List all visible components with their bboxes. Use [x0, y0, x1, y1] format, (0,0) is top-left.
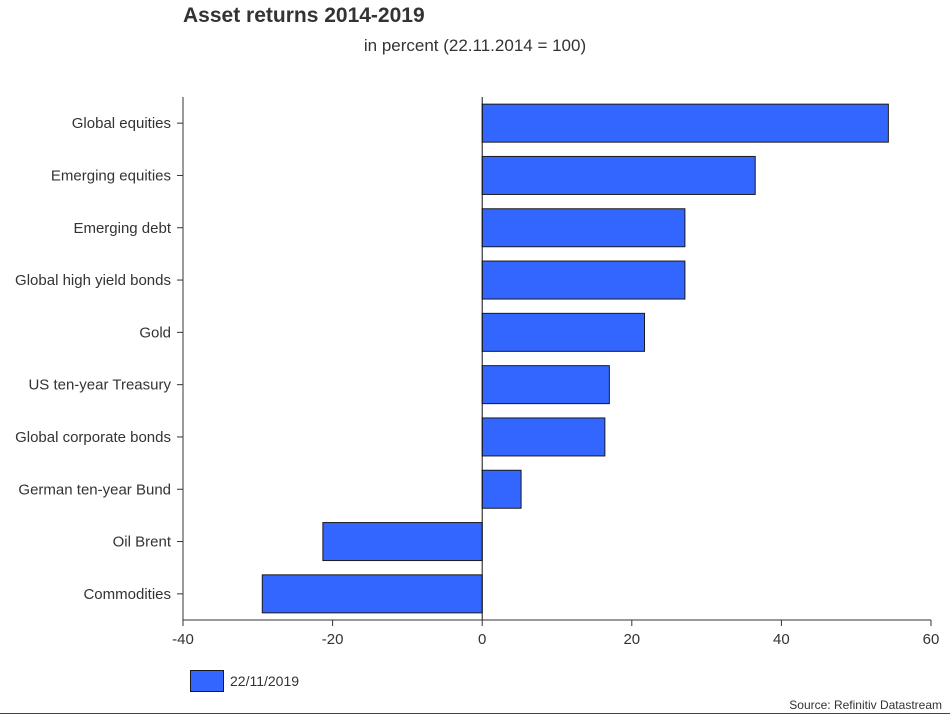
chart-title: Asset returns 2014-2019	[183, 4, 425, 27]
x-tick-label: 40	[773, 631, 790, 648]
category-label: Oil Brent	[113, 534, 172, 551]
category-label: US ten-year Treasury	[28, 377, 171, 394]
category-label: German ten-year Bund	[18, 481, 171, 498]
bottom-divider	[0, 713, 950, 714]
x-tick-label: 0	[478, 631, 486, 648]
category-label: Global corporate bonds	[15, 429, 171, 446]
bar	[481, 260, 686, 300]
bar	[481, 469, 522, 509]
bar	[481, 365, 610, 405]
bar	[481, 417, 606, 457]
chart-subtitle: in percent (22.11.2014 = 100)	[0, 36, 950, 56]
bar	[481, 312, 646, 352]
x-tick-label: 20	[623, 631, 640, 648]
bar	[481, 103, 889, 143]
x-tick-label: -40	[172, 631, 194, 648]
legend-swatch	[190, 670, 224, 692]
legend: 22/11/2019	[190, 670, 299, 692]
bar	[481, 208, 686, 248]
category-label: Commodities	[83, 586, 171, 603]
category-label: Emerging equities	[51, 167, 171, 184]
category-label: Emerging debt	[73, 220, 171, 237]
bar	[481, 155, 756, 195]
chart-subtitle-text: in percent (22.11.2014 = 100)	[363, 36, 587, 55]
source-note: Source: Refinitiv Datastream	[789, 698, 942, 712]
bar	[322, 522, 483, 562]
category-label: Global high yield bonds	[15, 272, 171, 289]
category-label: Gold	[139, 324, 171, 341]
bar	[261, 574, 483, 614]
legend-label: 22/11/2019	[230, 673, 300, 689]
x-tick-label: -20	[322, 631, 344, 648]
category-label: Global equities	[72, 115, 171, 132]
x-tick-label: 60	[923, 631, 940, 648]
